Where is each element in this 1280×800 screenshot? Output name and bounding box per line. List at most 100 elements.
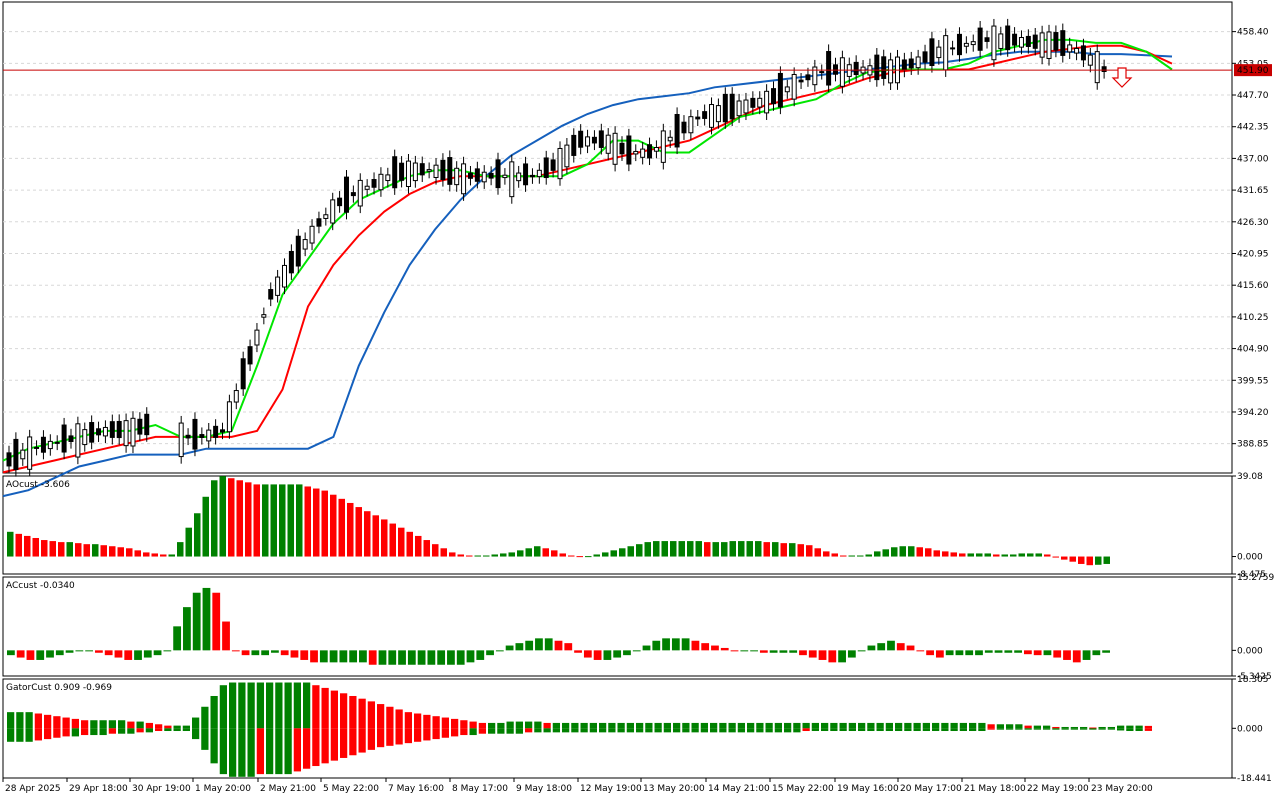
candle-body [47,440,53,450]
candle-body [1032,34,1038,49]
gator-lower-bar [867,728,875,732]
gator-upper-bar [340,693,348,729]
histogram-bar [899,546,906,557]
gator-lower-bar [839,728,847,732]
candle-body [784,86,790,93]
candle-body [688,116,694,134]
histogram-bar [993,554,1000,557]
time-axis[interactable]: 28 Apr 2025 29 Apr 18:00 30 Apr 19:00 1 May… [2,778,1153,794]
price-panel[interactable] [2,18,1232,498]
histogram-bar [449,552,456,557]
indicator-label: AOcust -3.606 [6,480,70,490]
gator-upper-bar [525,721,533,729]
candle-body [295,235,301,267]
gator-upper-bar [293,682,301,729]
candle-body [233,390,239,403]
histogram-bar [16,650,25,658]
histogram-bar [1035,553,1042,557]
candle-body [20,449,26,460]
gator-upper-bar [1089,727,1097,729]
gator-lower-bar [626,728,634,733]
ao-panel[interactable]: AOcust -3.606 [6,476,1110,566]
panel-frame [2,475,1233,575]
histogram-bar [415,535,422,557]
gator-upper-bar [737,722,745,729]
histogram-bar [525,640,534,651]
histogram-bar [678,541,685,557]
histogram-bar [427,650,436,665]
histogram-bar [168,554,175,557]
histogram-bar [1103,556,1110,564]
candle-body [798,79,804,83]
candle-body [750,97,756,108]
candle-body [805,74,811,81]
histogram-bar [534,546,541,557]
candle-body [585,136,591,147]
candle-body [715,105,721,123]
histogram-bar [1061,556,1068,560]
gator-lower-bar [710,728,718,733]
gator-lower-bar [1144,728,1152,731]
price-tick-label: 442.35 [1237,123,1269,133]
histogram-bar [75,650,84,652]
histogram-bar [916,650,925,652]
candle-body [371,179,377,188]
histogram-bar [721,542,728,557]
histogram-bar [423,540,430,557]
candle-body [109,421,115,438]
gator-lower-bar [552,728,560,733]
candle-body [1018,37,1024,48]
histogram-bar [554,640,563,651]
gator-upper-bar [16,712,24,729]
candle-body [27,436,33,470]
time-tick-label: 28 Apr 2025 [5,784,61,794]
candle-body [240,358,246,390]
gator-upper-bar [192,717,200,729]
histogram-bar [559,553,566,557]
gator-lower-bar [506,728,514,734]
histogram-bar [437,650,446,665]
gator-panel[interactable]: GatorCust 0.909 -0.969 [6,682,1152,777]
histogram-bar [7,531,14,557]
candle-body [998,33,1004,49]
candle-body [343,176,349,213]
candle-body [89,422,95,443]
gator-lower-bar [395,728,403,745]
gator-upper-bar [81,720,89,729]
histogram-bar [417,650,426,665]
gator-upper-bar [118,720,126,729]
time-tick-label: 1 May 20:00 [195,784,251,794]
gator-upper-bar [34,713,42,729]
histogram-bar [134,650,142,660]
gator-lower-bar [747,728,755,733]
gator-lower-bar [571,728,579,733]
histogram-bar [916,547,923,557]
right-price-axis[interactable]: 458.40453.05447.70442.35437.00431.65426.… [1232,28,1274,784]
gator-upper-bar [284,682,292,729]
candle-body [447,157,453,185]
histogram-bar [882,549,889,557]
ac-panel[interactable]: ACcust -0.0340 [6,581,1110,665]
candle-body [96,428,102,436]
histogram-bar [222,621,230,651]
candle-body [950,47,956,50]
gator-lower-bar [432,728,440,740]
gator-upper-bar [127,721,135,729]
time-tick-label: 20 May 17:00 [900,784,962,794]
histogram-bar [262,484,269,557]
gator-upper-bar [848,722,856,729]
candle-body [543,157,549,179]
gator-lower-bar [414,728,422,742]
current-price-badge [1234,64,1272,77]
gator-lower-bar [562,728,570,733]
candle-body [323,214,329,219]
gator-upper-bar [1024,725,1032,729]
candle-body [1046,31,1052,59]
gator-upper-bar [136,721,144,729]
gator-lower-bar [386,728,394,746]
histogram-bar [398,650,406,665]
histogram-bar [134,550,141,557]
candle-body [82,429,88,446]
gator-upper-bar [321,687,329,729]
